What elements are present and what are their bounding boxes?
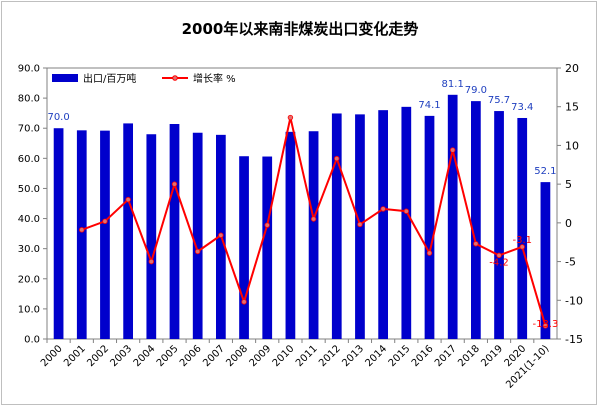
x-axis-tick-label: 2015 [387,343,413,369]
bar-2005 [169,124,180,339]
line-data-label: -13.3 [532,319,558,330]
bar-series [53,94,551,340]
bar-2008 [239,156,249,339]
bar-data-label: 73.4 [511,102,533,113]
x-axis-tick-label: 2010 [271,343,297,369]
bar-2004 [146,134,157,339]
x-axis-tick-label: 2005 [155,343,181,369]
left-axis-tick-label: 90.0 [18,64,40,75]
bar-2000 [53,128,64,339]
x-axis-tick-label: 2000 [39,343,65,369]
x-axis-tick-label: 2009 [248,343,274,369]
left-axis-tick-label: 30.0 [18,244,40,255]
growth-point-2008 [241,299,247,305]
bar-2014 [378,110,389,340]
growth-point-2019 [496,252,502,259]
x-axis-tick-label: 2007 [201,343,227,369]
x-axis-tick-label: 2002 [85,343,111,369]
right-axis-tick-label: 0 [565,217,572,230]
bar-2015 [401,106,412,340]
growth-point-2006 [194,248,201,255]
growth-point-2001 [79,227,85,233]
legend-line-marker [172,75,178,81]
data-labels: 70.0 74.181.179.075.773.4 52.1 -4.2-3.1 -13.… [47,79,558,330]
right-axis-tick-label: 20 [565,62,579,75]
x-axis-tick-label: 2004 [132,343,158,369]
right-axis-tick-label: 5 [565,178,572,191]
bar-data-label: 81.1 [442,79,464,90]
right-axis-tick-label: 15 [565,101,579,114]
left-axis-tick-label: 10.0 [18,304,40,315]
right-axis-tick-label: -15 [565,333,583,346]
growth-point-2011 [310,216,317,222]
bar-2010 [285,131,296,339]
chart-title: 2000年以来南非煤炭出口变化走势 [181,20,419,38]
x-axis-tick-label: 2006 [178,343,204,369]
bar-2016 [424,115,435,339]
growth-point-2015 [403,208,410,214]
left-axis-tick-label: 60.0 [18,154,40,165]
growth-point-2021(1-10) [542,323,549,329]
growth-point-2017 [449,147,456,153]
bar-data-label: 74.1 [418,100,440,111]
growth-point-2018 [473,241,479,247]
bar-2017 [447,94,458,339]
bar-data-label: 70.0 [47,112,69,123]
left-axis-tick-label: 20.0 [18,274,40,285]
left-axis-tick-label: 80.0 [18,94,40,105]
legend: 出口/百万吨 增长率 % [52,72,236,85]
x-axis-tick-label: 2011 [294,343,320,369]
growth-point-2013 [357,221,363,228]
x-axis-tick-label: 2001 [62,343,88,369]
bar-2009 [262,156,273,339]
bar-2018 [470,101,481,339]
left-axis-tick-label: 40.0 [18,214,40,225]
bar-data-label: 75.7 [488,95,510,106]
growth-point-2020 [519,244,525,250]
x-axis-tick-label: 2016 [410,343,436,369]
x-axis-tick-label: 2003 [108,343,134,369]
x-axis-tick-label: 2008 [224,343,250,369]
bar-2002 [100,130,110,339]
line-data-label: -4.2 [489,257,509,268]
bar-2020 [517,117,528,340]
right-axis-tick-label: -10 [565,294,583,307]
x-axis-tick-label: 2017 [433,343,459,369]
bar-2003 [123,123,134,339]
x-axis-tick-label: 2012 [317,343,343,369]
right-axis-tick-label: -5 [565,256,576,269]
bar-2019 [494,111,504,339]
legend-bar-label: 出口/百万吨 [83,72,136,85]
bar-data-label: 79.0 [465,85,487,96]
left-axis-tick-label: 50.0 [18,184,40,195]
growth-point-2003 [125,196,131,203]
x-axis-tick-label: 2013 [340,343,366,369]
left-axis-tick-label: 70.0 [18,124,40,135]
x-axis-tick-label: 2014 [363,343,389,369]
x-axis-tick-label: 2019 [479,343,505,369]
growth-point-2009 [264,222,270,228]
line-series [79,114,549,329]
growth-point-2005 [171,181,178,187]
bar-2001 [76,130,87,339]
growth-point-2004 [148,258,155,265]
growth-point-2002 [102,218,108,225]
growth-point-2012 [334,155,340,162]
growth-point-2014 [380,206,386,212]
growth-point-2010 [287,114,294,121]
x-axis-tick-label: 2018 [456,343,482,369]
line-data-label: -3.1 [512,235,532,246]
bar-data-label: 52.1 [534,166,556,177]
right-axis-tick-label: 10 [565,139,579,152]
growth-point-2007 [218,232,224,238]
legend-line-label: 增长率 % [193,72,236,85]
left-axis-tick-label: 0.0 [24,335,40,346]
bar-2021(1-10) [540,182,551,339]
growth-point-2016 [426,250,433,256]
bar-2011 [308,131,319,339]
bar-2012 [331,113,342,340]
bar-2006 [192,132,203,339]
legend-bar-swatch [52,74,78,82]
